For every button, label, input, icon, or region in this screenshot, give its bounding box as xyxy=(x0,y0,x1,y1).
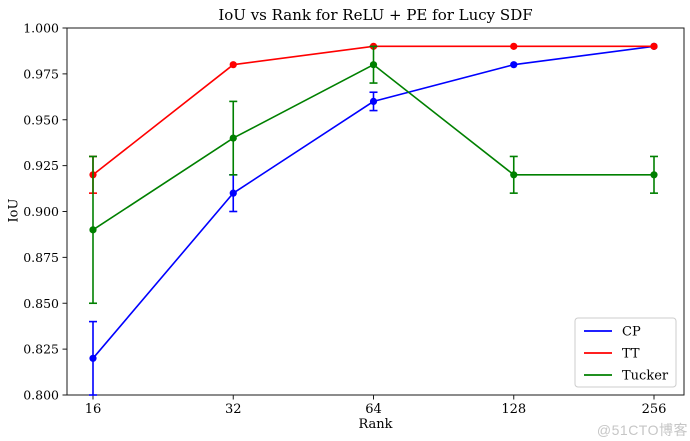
data-point-tucker xyxy=(229,134,237,142)
x-axis-label: Rank xyxy=(358,417,393,432)
data-point-tt xyxy=(229,61,237,69)
data-point-cp xyxy=(89,354,97,362)
y-tick-label: 0.925 xyxy=(23,158,59,173)
data-point-tucker xyxy=(510,171,518,179)
legend-label-tt: TT xyxy=(622,347,640,362)
y-axis-label: IoU xyxy=(6,198,22,223)
legend-label-tucker: Tucker xyxy=(622,369,669,384)
y-tick-label: 0.875 xyxy=(23,250,59,265)
y-tick-label: 0.900 xyxy=(23,204,59,219)
x-tick-label: 16 xyxy=(85,402,102,417)
x-tick-label: 32 xyxy=(225,402,242,417)
data-point-cp xyxy=(510,61,518,69)
y-tick-label: 0.800 xyxy=(23,388,59,403)
data-point-cp xyxy=(229,189,237,197)
y-tick-label: 0.850 xyxy=(23,296,59,311)
chart-title: IoU vs Rank for ReLU + PE for Lucy SDF xyxy=(218,6,533,24)
x-tick-label: 128 xyxy=(501,402,526,417)
x-tick-label: 64 xyxy=(365,402,382,417)
data-point-cp xyxy=(369,97,378,105)
data-point-tucker xyxy=(89,226,97,234)
legend-label-cp: CP xyxy=(622,325,641,340)
series-line-tucker xyxy=(92,63,654,231)
legend-box xyxy=(574,317,677,388)
x-tick-label: 256 xyxy=(642,402,667,417)
y-tick-label: 0.975 xyxy=(23,66,59,81)
data-point-tt xyxy=(650,42,658,50)
y-tick-label: 1.000 xyxy=(23,21,59,36)
data-point-tucker xyxy=(650,171,658,179)
y-tick-label: 0.950 xyxy=(23,112,59,127)
data-point-tucker xyxy=(369,61,378,69)
y-tick-label: 0.825 xyxy=(23,342,59,357)
data-point-tt xyxy=(510,42,518,50)
watermark: @51CTO博客 xyxy=(596,422,688,438)
